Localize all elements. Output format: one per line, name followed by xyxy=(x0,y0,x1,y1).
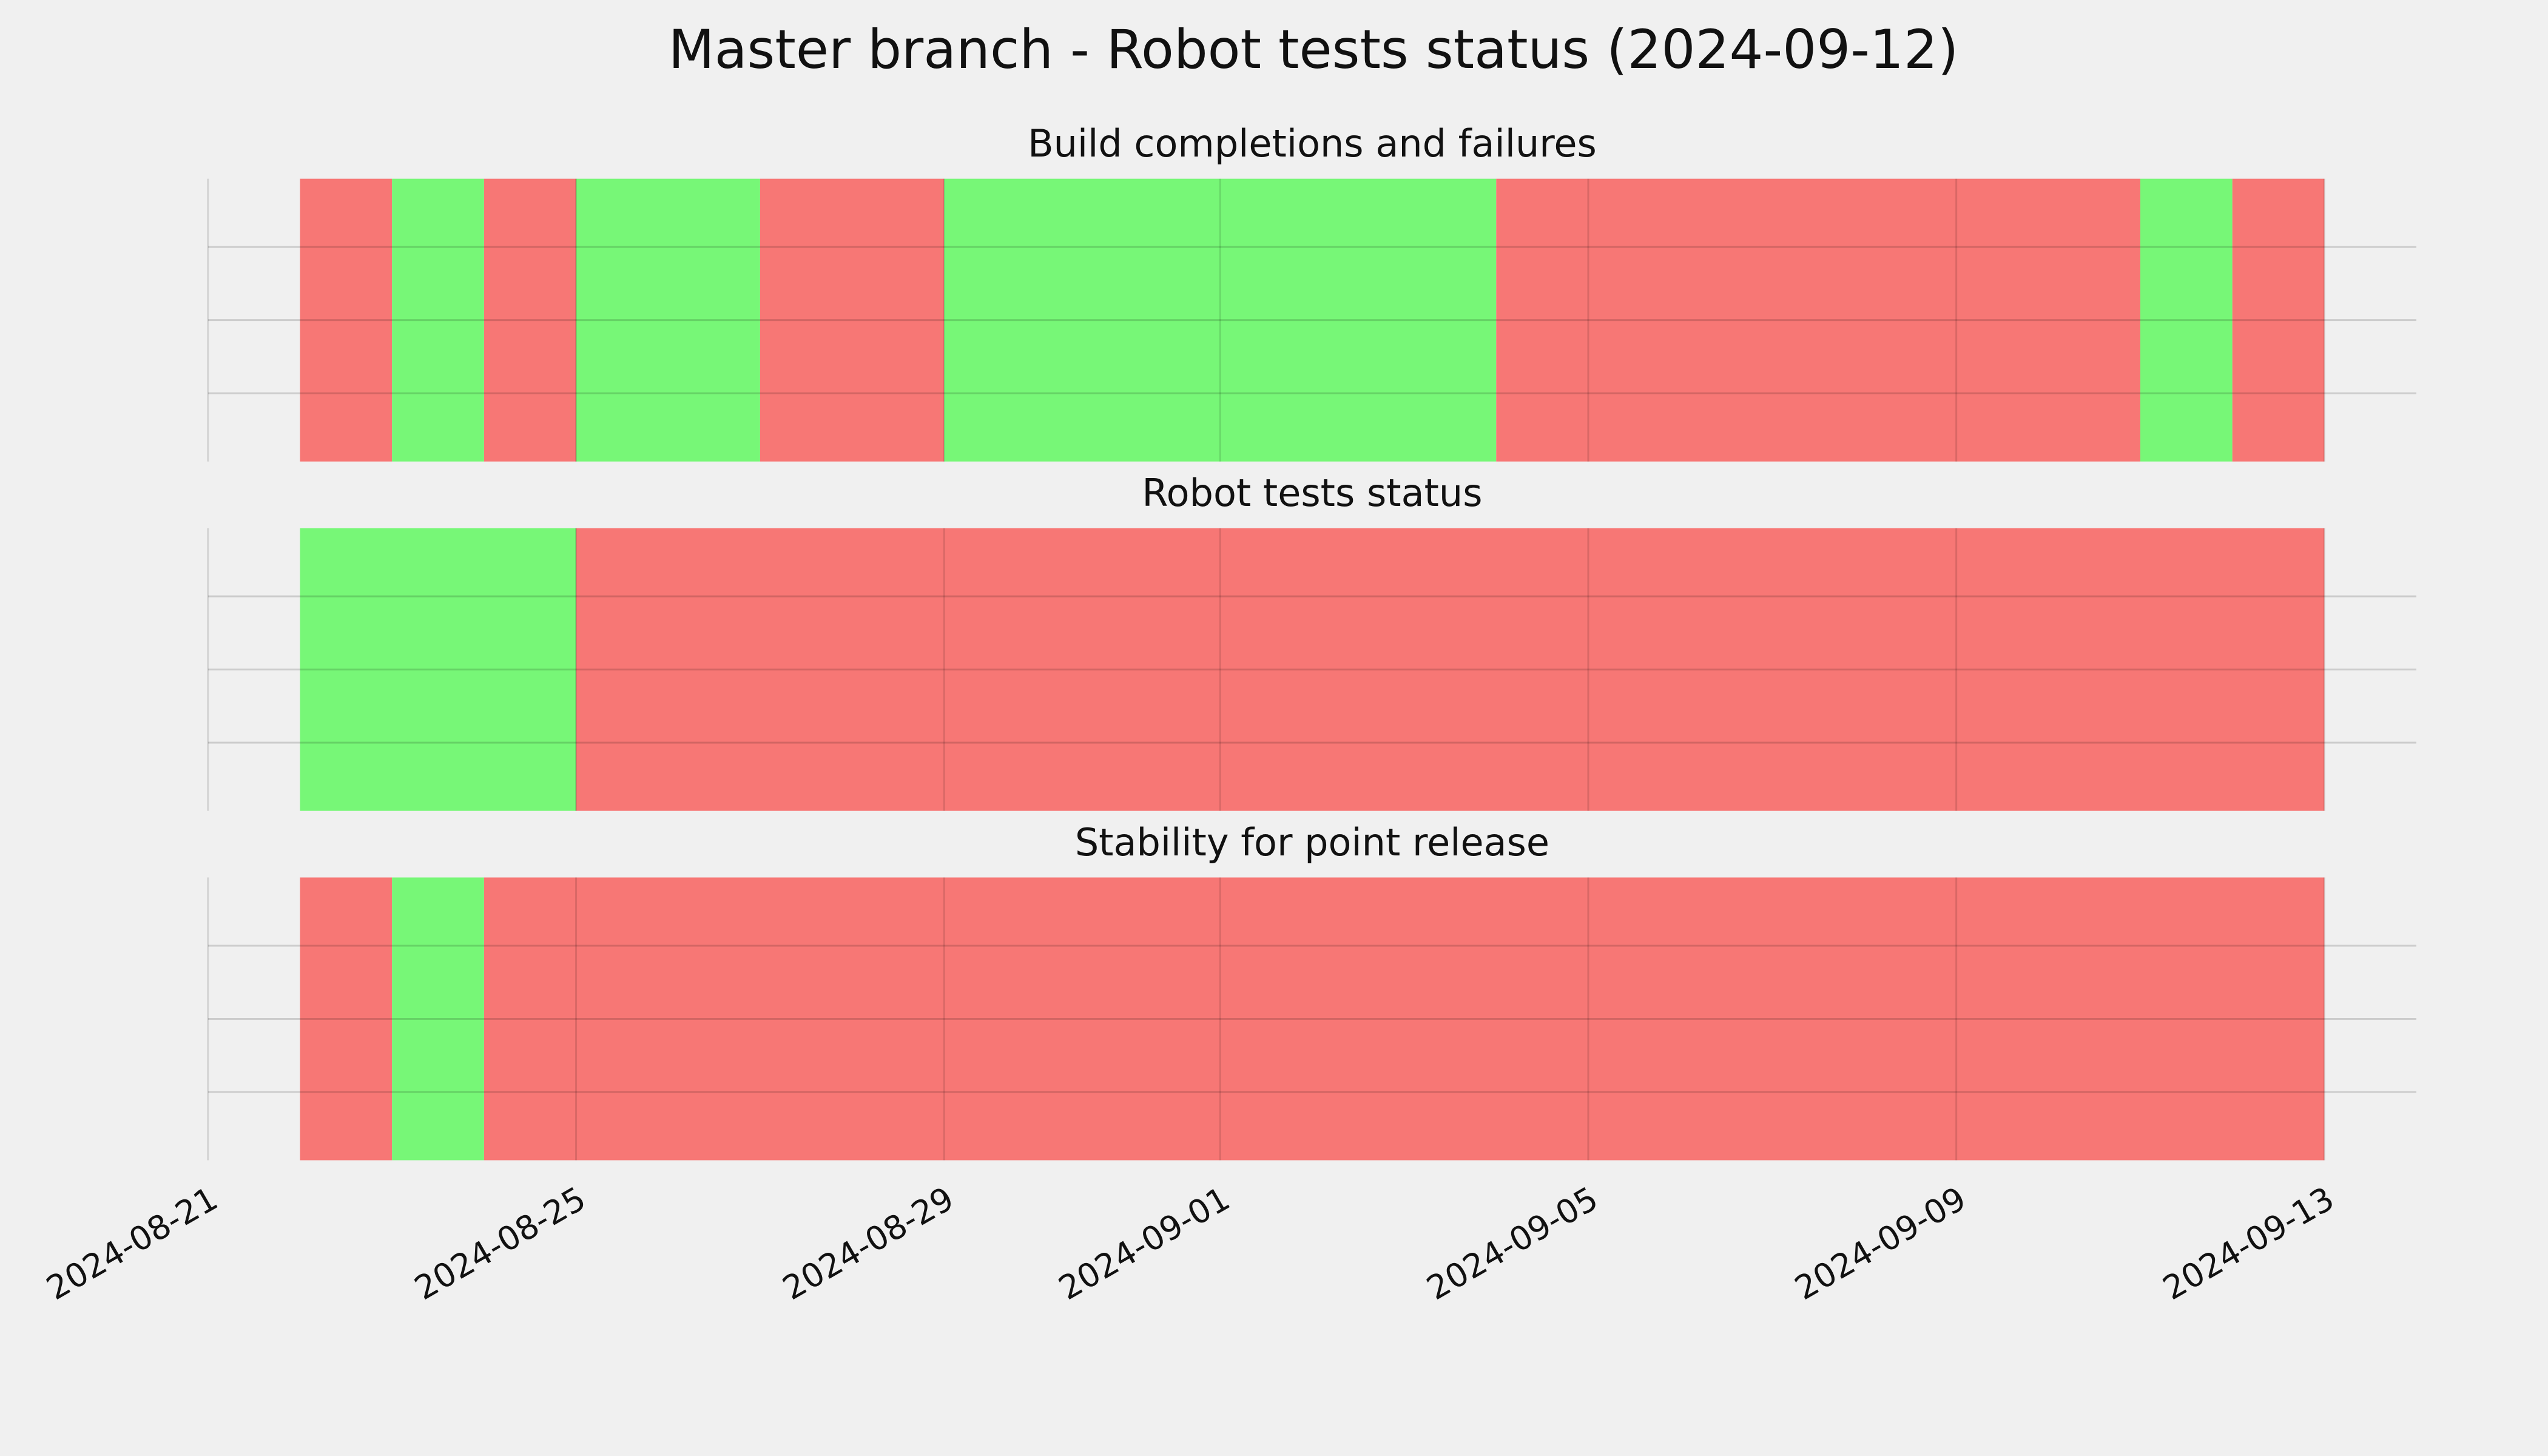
status-span xyxy=(484,877,2325,1161)
chart-title: Master branch - Robot tests status (2024… xyxy=(669,18,1959,81)
status-span xyxy=(944,178,1497,462)
panel-title: Stability for point release xyxy=(1075,820,1549,864)
status-span xyxy=(2232,178,2325,462)
status-span xyxy=(576,178,760,462)
status-span xyxy=(2140,178,2233,462)
status-span xyxy=(392,178,484,462)
panel-title: Robot tests status xyxy=(1142,471,1482,515)
status-span xyxy=(576,528,2325,811)
status-span xyxy=(1496,178,2141,462)
panel-title: Build completions and failures xyxy=(1028,121,1597,166)
status-span xyxy=(760,178,945,462)
status-span xyxy=(484,178,576,462)
status-span xyxy=(392,877,484,1161)
status-span xyxy=(300,877,393,1161)
status-span xyxy=(300,528,576,811)
status-span xyxy=(300,178,393,462)
